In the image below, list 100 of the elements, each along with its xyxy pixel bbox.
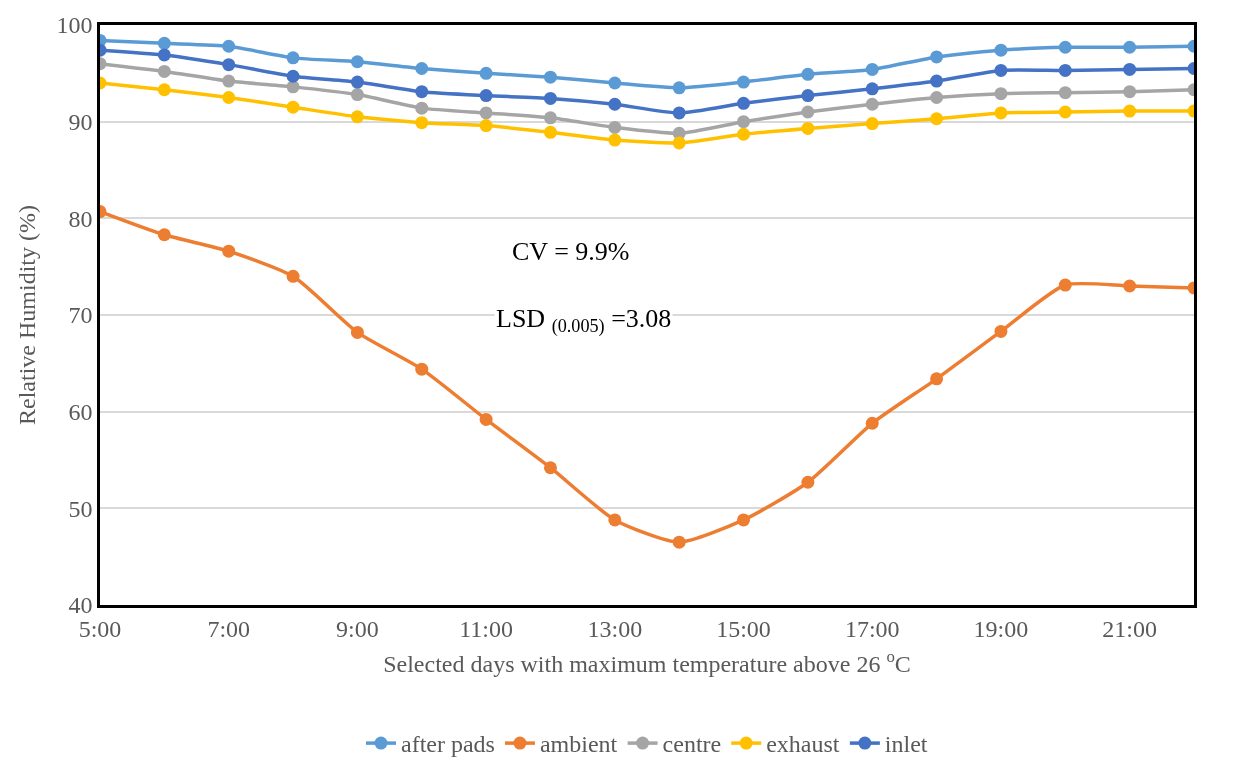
point bbox=[415, 85, 429, 99]
point bbox=[865, 82, 879, 96]
y-tick-label: 60 bbox=[68, 399, 93, 426]
point bbox=[930, 50, 944, 64]
x-tick-label: 17:00 bbox=[844, 615, 900, 642]
legend-label: exhaust bbox=[766, 731, 840, 758]
point bbox=[350, 55, 364, 69]
y-tick-label: 70 bbox=[68, 302, 93, 329]
point bbox=[994, 106, 1008, 120]
x-tick-label: 19:00 bbox=[973, 615, 1029, 642]
y-tick-label: 80 bbox=[68, 205, 93, 232]
point bbox=[286, 51, 300, 65]
legend-label: inlet bbox=[884, 731, 928, 758]
point bbox=[672, 136, 686, 150]
point bbox=[865, 97, 879, 111]
point bbox=[543, 125, 557, 139]
point bbox=[479, 119, 493, 133]
y-tick-label: 50 bbox=[68, 495, 93, 522]
point bbox=[930, 74, 944, 88]
legend-label: after pads bbox=[401, 731, 495, 758]
point bbox=[479, 66, 493, 80]
point bbox=[157, 228, 171, 242]
point bbox=[737, 115, 751, 129]
point bbox=[350, 75, 364, 89]
x-tick-label: 11:00 bbox=[459, 615, 514, 642]
point bbox=[543, 461, 557, 475]
y-axis-title: Relative Humidity (%) bbox=[13, 205, 40, 425]
legend-label: ambient bbox=[539, 731, 618, 758]
point bbox=[672, 81, 686, 95]
point bbox=[157, 83, 171, 97]
x-tick-label: 9:00 bbox=[336, 615, 379, 642]
x-tick-label: 13:00 bbox=[587, 615, 643, 642]
point bbox=[1058, 86, 1072, 100]
point bbox=[350, 88, 364, 102]
point bbox=[157, 48, 171, 62]
point bbox=[479, 412, 493, 426]
x-tick-label: 7:00 bbox=[207, 615, 251, 642]
point bbox=[994, 87, 1008, 101]
point bbox=[286, 69, 300, 83]
point bbox=[801, 89, 815, 103]
point bbox=[1123, 104, 1137, 118]
point bbox=[672, 535, 686, 549]
point bbox=[350, 325, 364, 339]
y-tick-label: 100 bbox=[56, 12, 93, 39]
point bbox=[737, 75, 751, 89]
point bbox=[543, 111, 557, 125]
point bbox=[543, 70, 557, 84]
legend-label: centre bbox=[662, 731, 722, 758]
point bbox=[479, 106, 493, 120]
point bbox=[1123, 40, 1137, 54]
point bbox=[1123, 62, 1137, 76]
point bbox=[1123, 279, 1137, 293]
point bbox=[994, 63, 1008, 77]
point bbox=[415, 101, 429, 115]
point bbox=[994, 324, 1008, 338]
point bbox=[543, 91, 557, 105]
point bbox=[801, 121, 815, 135]
annotation: LSD $_{(0.005)}$ =3.08 bbox=[496, 304, 672, 338]
x-tick-label: 21:00 bbox=[1102, 615, 1157, 642]
point bbox=[222, 39, 236, 53]
point bbox=[865, 416, 879, 430]
point bbox=[608, 97, 622, 111]
point bbox=[1058, 105, 1072, 119]
point bbox=[1123, 85, 1137, 99]
point bbox=[1058, 63, 1072, 77]
point bbox=[930, 91, 944, 104]
point bbox=[222, 244, 236, 258]
point bbox=[608, 513, 622, 527]
point bbox=[1058, 278, 1072, 292]
point bbox=[930, 112, 944, 126]
point bbox=[479, 89, 493, 103]
point bbox=[608, 133, 622, 147]
point bbox=[222, 58, 236, 72]
point bbox=[994, 43, 1008, 57]
point bbox=[801, 475, 815, 489]
point bbox=[157, 36, 171, 50]
point bbox=[350, 110, 364, 124]
point bbox=[801, 67, 815, 81]
point bbox=[222, 74, 236, 88]
point bbox=[608, 76, 622, 90]
point bbox=[415, 62, 429, 75]
x-tick-label: 15:00 bbox=[716, 615, 771, 642]
point bbox=[672, 106, 686, 120]
point bbox=[737, 96, 751, 110]
point bbox=[737, 127, 751, 141]
point bbox=[286, 269, 300, 283]
x-axis-title: Selected days with maximum temperature above 26 $^{o}$C bbox=[383, 646, 911, 677]
annotation: CV = 9.9% bbox=[512, 237, 630, 266]
point bbox=[157, 64, 171, 78]
point bbox=[801, 105, 815, 119]
point bbox=[930, 372, 944, 386]
point bbox=[286, 100, 300, 114]
point bbox=[1058, 40, 1072, 54]
point bbox=[415, 362, 429, 376]
point bbox=[608, 120, 622, 134]
point bbox=[865, 117, 879, 131]
point bbox=[415, 116, 429, 130]
point bbox=[222, 91, 236, 104]
point bbox=[737, 513, 751, 527]
point bbox=[865, 62, 879, 76]
